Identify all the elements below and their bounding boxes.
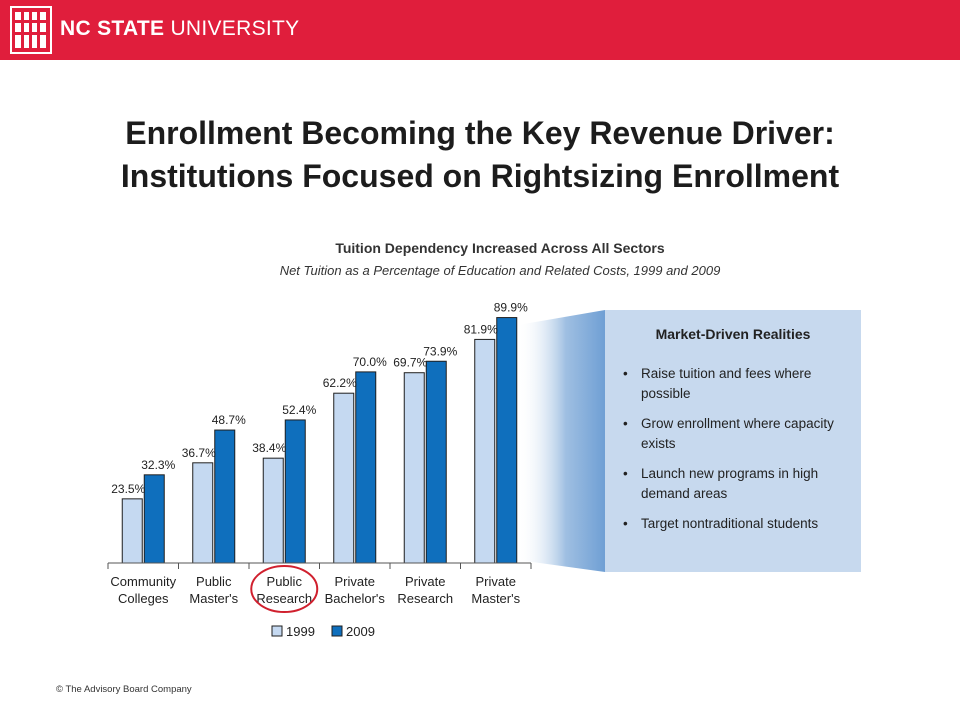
data-label: 81.9% — [464, 322, 498, 336]
chart-title: Tuition Dependency Increased Across All … — [335, 240, 665, 256]
brand-name: NC STATE UNIVERSITY — [60, 17, 300, 40]
bar-2009 — [143, 474, 165, 564]
category-label: Bachelor's — [325, 591, 386, 606]
data-label: 73.9% — [423, 344, 457, 358]
callout-bullet: • Target nontraditional students — [621, 514, 849, 534]
category-label: Community — [110, 574, 176, 589]
data-label: 36.7% — [182, 446, 216, 460]
bar-1999 — [403, 372, 425, 564]
market-realities-callout: Market-Driven Realities • Raise tuition a… — [605, 310, 861, 572]
callout-bullet: • Raise tuition and fees where possible — [623, 366, 812, 401]
bullet-icon: • — [623, 366, 628, 381]
header-bar: NC STATE UNIVERSITY — [0, 0, 960, 60]
category-label: Master's — [471, 591, 520, 606]
bar-1999 — [192, 462, 214, 564]
bar-2009 — [496, 317, 518, 564]
slide-title: Enrollment Becoming the Key Revenue Driv… — [0, 112, 960, 198]
bar-2009 — [425, 360, 447, 564]
data-label: 62.2% — [323, 376, 357, 390]
callout-bullet: • Launch new programs in high demand area… — [623, 466, 819, 501]
data-label: 23.5% — [111, 482, 145, 496]
bar-1999 — [262, 457, 284, 564]
bullet-icon: • — [623, 516, 628, 531]
nc-state-logo-icon — [10, 6, 52, 54]
callout-bullet: • Grow enrollment where capacity exists — [623, 416, 834, 451]
legend-label: 2009 — [346, 624, 375, 639]
bar-2009 — [284, 419, 306, 564]
data-label: 69.7% — [393, 356, 427, 370]
category-label: Private — [405, 574, 445, 589]
category-label: Colleges — [118, 591, 169, 606]
category-label: Private — [335, 574, 375, 589]
category-label: Research — [256, 591, 312, 606]
category-label: Public — [196, 574, 232, 589]
slide-title-line-1: Enrollment Becoming the Key Revenue Driv… — [125, 115, 835, 151]
data-label: 70.0% — [353, 355, 387, 369]
highlight-circle — [250, 565, 319, 613]
callout-title: Market-Driven Realities — [655, 326, 811, 342]
bar-2009 — [214, 429, 236, 564]
legend-swatch-1999 — [271, 625, 283, 637]
category-label: Research — [397, 591, 453, 606]
legend-label: 1999 — [286, 624, 315, 639]
data-label: 38.4% — [252, 441, 286, 455]
data-label: 52.4% — [282, 403, 316, 417]
bullet-icon: • — [623, 466, 628, 481]
footer-copyright: © The Advisory Board Company — [56, 684, 192, 695]
category-label: Public — [267, 574, 303, 589]
slide-title-line-2: Institutions Focused on Rightsizing Enro… — [120, 158, 840, 194]
callout-bullet-list: • Raise tuition and fees where possible •… — [621, 364, 849, 544]
legend-swatch-2009 — [331, 625, 343, 637]
bar-1999 — [474, 338, 496, 564]
callout-connector — [518, 310, 605, 572]
bar-1999 — [333, 392, 355, 564]
bar-2009 — [355, 371, 377, 564]
data-label: 32.3% — [141, 458, 175, 472]
data-label: 89.9% — [494, 301, 528, 315]
category-label: Private — [476, 574, 516, 589]
data-label: 48.7% — [212, 413, 246, 427]
chart-subtitle: Net Tuition as a Percentage of Education… — [279, 263, 721, 278]
bar-1999 — [121, 498, 143, 564]
bullet-icon: • — [623, 416, 628, 431]
category-label: Master's — [189, 591, 238, 606]
